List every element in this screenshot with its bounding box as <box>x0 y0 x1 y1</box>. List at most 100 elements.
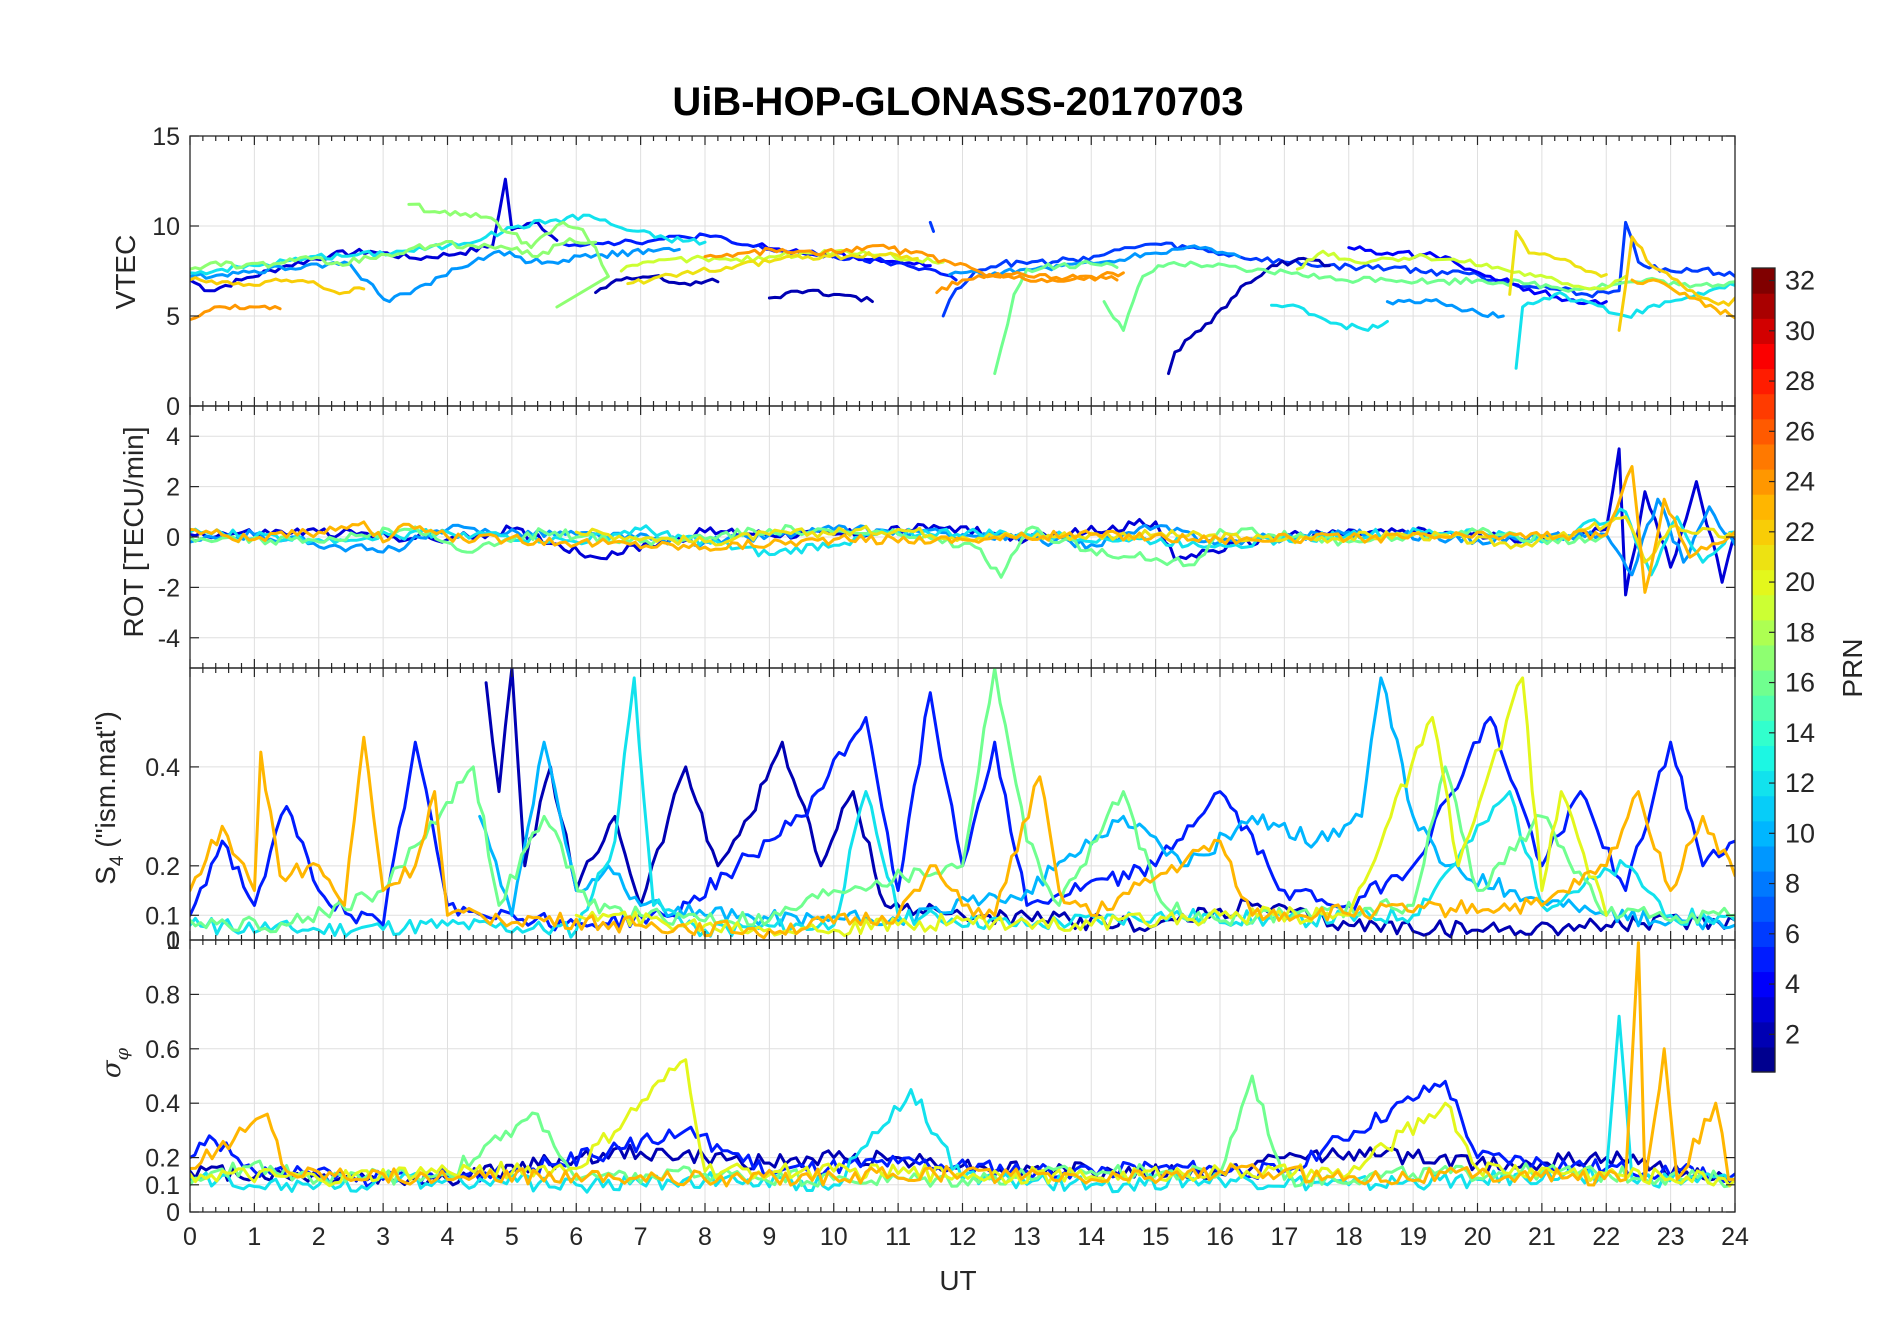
x-tick-label: 2 <box>312 1223 326 1251</box>
x-tick-label: 20 <box>1464 1223 1492 1251</box>
s4-ylabel-sub: 4 <box>107 855 128 866</box>
x-axis-label: UT <box>939 1265 976 1296</box>
x-tick-label: 13 <box>1013 1223 1041 1251</box>
series-line-prn-21 <box>626 251 919 286</box>
vtec-panel: 0 5 10 15 <box>152 123 1736 421</box>
series-line-prn-6 <box>928 220 935 233</box>
x-tick-label: 3 <box>376 1223 390 1251</box>
colorbar-swatch-16 <box>1752 670 1775 696</box>
series-group <box>190 941 1735 1194</box>
sigma-ylabel-base: σ <box>97 1059 127 1078</box>
x-tick-label: 9 <box>762 1223 776 1251</box>
series-line-prn-23 <box>190 465 1735 594</box>
y-tick-label: 0.4 <box>145 754 180 782</box>
x-tick-label: 18 <box>1335 1223 1363 1251</box>
colorbar-tick-label: 22 <box>1785 517 1815 547</box>
series-group <box>190 177 1735 376</box>
colorbar-swatch-26 <box>1752 418 1775 445</box>
colorbar-swatch-3 <box>1752 996 1775 1023</box>
sigma-ylabel: σφ <box>97 1047 133 1078</box>
colorbar-tick-label: 26 <box>1785 416 1815 446</box>
y-tick-label-top: 1 <box>166 927 180 955</box>
colorbar-tick-label: 32 <box>1785 266 1815 296</box>
series-line-prn-16 <box>993 259 1119 376</box>
y-tick-label: 0 <box>166 393 180 421</box>
y-tick-label: 0 <box>166 1199 180 1227</box>
series-group <box>190 668 1735 940</box>
series-line-prn-5 <box>561 232 958 282</box>
y-tick-label: 0.8 <box>145 981 180 1009</box>
colorbar-swatch-5 <box>1752 946 1775 973</box>
series-line-prn-22 <box>190 276 366 296</box>
series-line-prn-16 <box>190 524 1608 579</box>
colorbar-swatch-12 <box>1752 770 1775 797</box>
x-tick-label: 12 <box>949 1223 977 1251</box>
series-line-prn-20 <box>574 676 1608 938</box>
series-line-prn-17 <box>407 202 610 309</box>
series-group <box>190 447 1735 597</box>
colorbar-swatch-17 <box>1752 644 1775 671</box>
colorbar-swatch-2 <box>1752 1021 1775 1048</box>
x-tick-label: 17 <box>1270 1223 1298 1251</box>
s4-ylabel: S4 ("ism.mat") <box>90 711 128 885</box>
x-tick-label: 16 <box>1206 1223 1234 1251</box>
colorbar-tick-label: 18 <box>1785 617 1815 647</box>
series-line-prn-4 <box>1347 245 1608 306</box>
colorbar-swatch-32 <box>1752 268 1775 294</box>
x-tick-label: 5 <box>505 1223 519 1251</box>
y-tick-label: -4 <box>158 625 180 653</box>
x-tick-label: 19 <box>1399 1223 1427 1251</box>
series-line-prn-2 <box>767 288 874 304</box>
chart-title: UiB-HOP-GLONASS-20170703 <box>672 80 1243 124</box>
colorbar-tick-label: 4 <box>1785 969 1800 999</box>
x-tick-label: 15 <box>1142 1223 1170 1251</box>
x-tick-label: 21 <box>1528 1223 1556 1251</box>
y-tick-label-top: 0 <box>166 927 180 955</box>
colorbar-tick-label: 12 <box>1785 768 1815 798</box>
series-line-prn-16 <box>1102 260 1735 332</box>
colorbar-swatch-1 <box>1752 1046 1775 1073</box>
colorbar-tick-label: 14 <box>1785 718 1815 748</box>
x-tick-label: 23 <box>1657 1223 1685 1251</box>
y-tick-label: 10 <box>152 213 180 241</box>
colorbar-swatch-19 <box>1752 594 1775 621</box>
series-line-prn-23 <box>190 735 1735 940</box>
series-line-prn-2 <box>484 668 1735 939</box>
x-tick-label: 1 <box>247 1223 261 1251</box>
colorbar-tick-label: 20 <box>1785 567 1815 597</box>
y-tick-label: 15 <box>152 123 180 151</box>
y-tick-label: 5 <box>166 303 180 331</box>
series-line-prn-22 <box>1617 235 1735 332</box>
x-tick-label: 22 <box>1592 1223 1620 1251</box>
y-tick-label: -2 <box>158 574 180 602</box>
colorbar-tick-label: 6 <box>1785 919 1800 949</box>
s4-panel: 0.4 0.2 0.1 <box>145 667 1736 941</box>
s4-ylabel-base: S <box>90 866 121 885</box>
colorbar-swatch-28 <box>1752 368 1775 395</box>
x-tick-label: 24 <box>1721 1223 1749 1251</box>
y-tick-label: 0 <box>166 524 180 552</box>
y-tick-label: 0.1 <box>145 902 180 930</box>
colorbar-swatch-6 <box>1752 921 1775 947</box>
colorbar-swatch-8 <box>1752 871 1775 897</box>
series-line-prn-9 <box>1385 298 1505 319</box>
colorbar-swatch-29 <box>1752 343 1775 370</box>
colorbar-swatch-10 <box>1752 820 1775 847</box>
series-line-prn-16 <box>190 1074 1735 1189</box>
colorbar-tick-label: 30 <box>1785 316 1815 346</box>
colorbar-swatch-21 <box>1752 544 1775 571</box>
x-tick-label: 0 <box>183 1223 197 1251</box>
series-line-prn-12 <box>1514 282 1735 370</box>
colorbar-swatch-7 <box>1752 896 1775 922</box>
colorbar-tick-label: 28 <box>1785 366 1815 396</box>
rot-panel: 4 2 0 -2 -4 <box>158 405 1736 669</box>
y-tick-label: 2 <box>166 474 180 502</box>
colorbar-tick-label: 16 <box>1785 668 1815 698</box>
y-tick-label: 0.1 <box>145 1172 180 1200</box>
colorbar-swatch-23 <box>1752 494 1775 520</box>
series-line-prn-12 <box>190 676 1735 939</box>
colorbar-frame <box>1751 267 1776 1073</box>
series-line-prn-23 <box>1630 278 1735 320</box>
